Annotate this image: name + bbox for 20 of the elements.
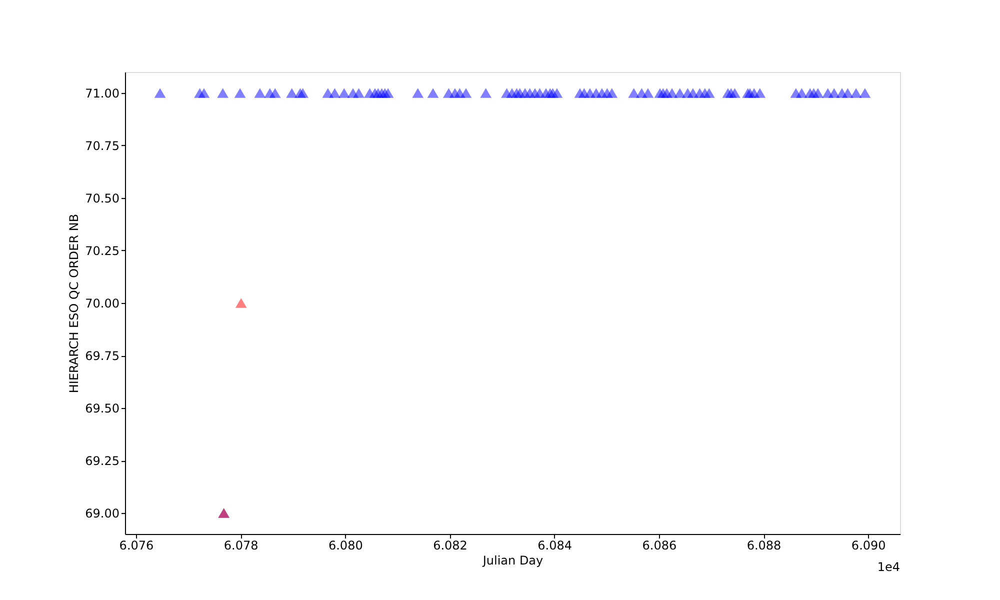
- y-tick-label: 70.50: [85, 192, 120, 206]
- y-tick-label: 69.25: [85, 454, 120, 468]
- x-tick-label: 6.088: [746, 538, 782, 552]
- y-tick-label: 70.00: [85, 296, 120, 310]
- x-tick-label: 6.078: [224, 538, 258, 552]
- y-tick-label: 70.25: [85, 244, 120, 258]
- text: 1e4: [877, 560, 900, 574]
- y-tick-label: 69.75: [85, 349, 120, 363]
- x-axis-title: Julian Day: [482, 554, 544, 568]
- y-tick-label: 69.00: [85, 506, 120, 520]
- x-tick-label: 6.080: [328, 538, 363, 552]
- x-tick-label: 6.082: [433, 538, 468, 552]
- x-tick-label: 6.086: [642, 538, 677, 552]
- y-axis-title: HIERARCH ESO QC ORDER NB: [67, 214, 82, 394]
- y-tick-label: 71.00: [85, 86, 120, 100]
- y-tick-label: 69.50: [85, 402, 120, 416]
- x-tick-label: 6.090: [851, 538, 886, 552]
- x-tick-label: 6.084: [538, 538, 572, 552]
- y-tick-label: 70.75: [85, 139, 120, 153]
- x-tick-label: 6.076: [119, 538, 154, 552]
